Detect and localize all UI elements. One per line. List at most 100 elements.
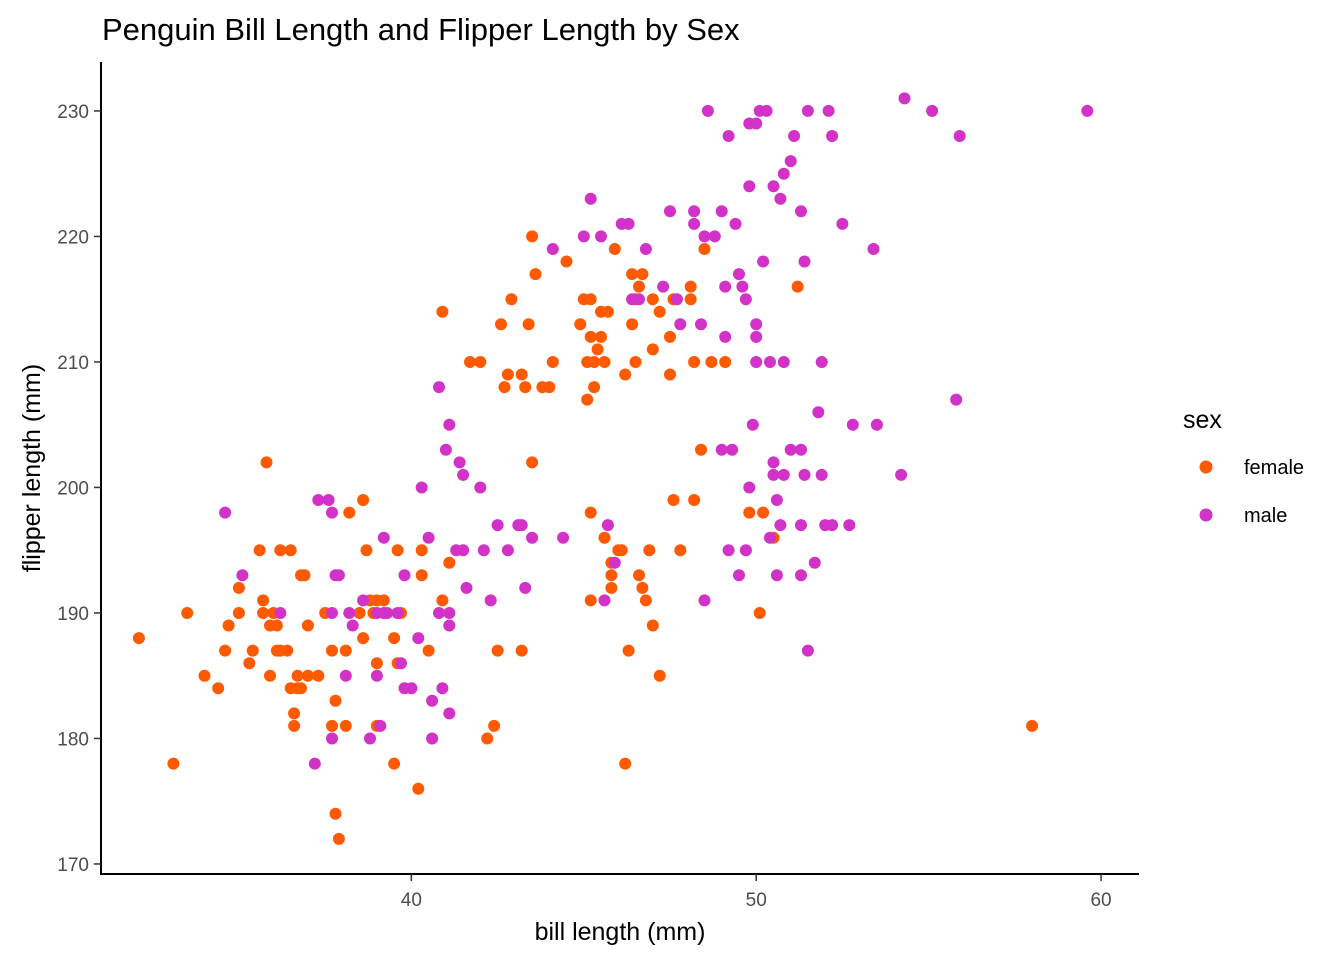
point-female <box>505 293 518 306</box>
point-male <box>398 569 411 582</box>
point-male <box>546 243 559 255</box>
point-female <box>301 619 314 632</box>
point-female <box>543 381 556 394</box>
point-male <box>364 732 376 745</box>
point-male <box>795 519 807 532</box>
point-female <box>698 243 711 255</box>
point-female <box>526 230 539 243</box>
point-female <box>684 280 697 293</box>
point-male <box>443 607 456 619</box>
x-tick-label: 40 <box>401 890 422 911</box>
point-female <box>584 506 597 519</box>
point-male <box>236 569 249 582</box>
point-male <box>326 607 338 619</box>
point-male <box>433 381 445 394</box>
point-male <box>657 280 670 293</box>
point-male <box>219 506 232 519</box>
point-male <box>750 117 763 130</box>
point-male <box>484 594 497 607</box>
legend-label-female: female <box>1244 457 1304 479</box>
point-female <box>198 669 211 682</box>
point-female <box>688 356 701 368</box>
point-female <box>619 757 632 770</box>
point-female <box>591 343 604 356</box>
point-male <box>633 293 645 306</box>
point-female <box>667 494 680 506</box>
point-male <box>357 594 370 607</box>
x-tick-label: 60 <box>1090 890 1111 911</box>
point-female <box>639 594 652 607</box>
point-female <box>222 619 235 632</box>
point-male <box>664 205 676 218</box>
point-male <box>729 217 742 230</box>
point-female <box>388 757 401 770</box>
point-male <box>412 632 425 645</box>
point-female <box>436 305 449 318</box>
y-tick-label: 180 <box>57 729 89 750</box>
x-axis-title: bill length (mm) <box>535 918 706 946</box>
point-male <box>670 293 683 306</box>
point-female <box>436 594 449 607</box>
point-female <box>581 393 594 406</box>
point-female <box>298 569 311 582</box>
point-female <box>357 494 370 506</box>
point-female <box>353 607 366 619</box>
point-male <box>950 393 963 406</box>
point-male <box>608 556 621 569</box>
point-female <box>260 456 273 469</box>
point-female <box>339 719 352 732</box>
point-female <box>608 243 621 255</box>
x-tick-label: 50 <box>746 890 767 911</box>
point-male <box>795 205 807 218</box>
point-male <box>595 230 607 243</box>
point-female <box>326 719 338 732</box>
legend-key-female <box>1199 460 1213 474</box>
point-male <box>460 581 473 594</box>
point-female <box>284 544 297 557</box>
point-male <box>405 682 418 695</box>
point-male <box>846 418 859 431</box>
point-male <box>764 356 776 368</box>
y-tick-label: 170 <box>57 855 89 876</box>
point-female <box>498 381 511 394</box>
point-male <box>777 468 790 481</box>
point-female <box>212 682 225 695</box>
point-male <box>433 607 445 619</box>
point-male <box>722 130 735 142</box>
point-female <box>270 619 283 632</box>
point-female <box>474 356 487 368</box>
point-male <box>519 581 532 594</box>
point-male <box>777 356 790 368</box>
point-female <box>377 594 390 607</box>
y-tick-label: 220 <box>57 227 89 248</box>
point-female <box>388 632 401 645</box>
point-female <box>343 506 356 519</box>
point-female <box>588 381 601 394</box>
point-female <box>288 707 301 720</box>
point-male <box>622 217 635 230</box>
point-male <box>457 544 470 557</box>
y-axis-ticks: 170 180 190 200 210 220 230 <box>57 102 101 876</box>
point-male <box>639 243 652 255</box>
point-male <box>601 519 614 532</box>
legend-title: sex <box>1183 406 1222 434</box>
point-female <box>515 368 528 381</box>
point-male <box>332 569 345 582</box>
point-male <box>770 494 783 506</box>
point-male <box>584 192 597 205</box>
point-male <box>557 531 570 544</box>
point-male <box>784 155 797 168</box>
point-female <box>598 531 611 544</box>
point-female <box>588 356 601 368</box>
point-male <box>739 293 752 306</box>
point-male <box>867 243 880 255</box>
point-female <box>705 356 718 368</box>
point-male <box>719 280 732 293</box>
point-female <box>560 255 573 268</box>
point-male <box>719 330 732 343</box>
point-female <box>646 293 659 306</box>
point-female <box>653 669 666 682</box>
point-female <box>633 569 645 582</box>
